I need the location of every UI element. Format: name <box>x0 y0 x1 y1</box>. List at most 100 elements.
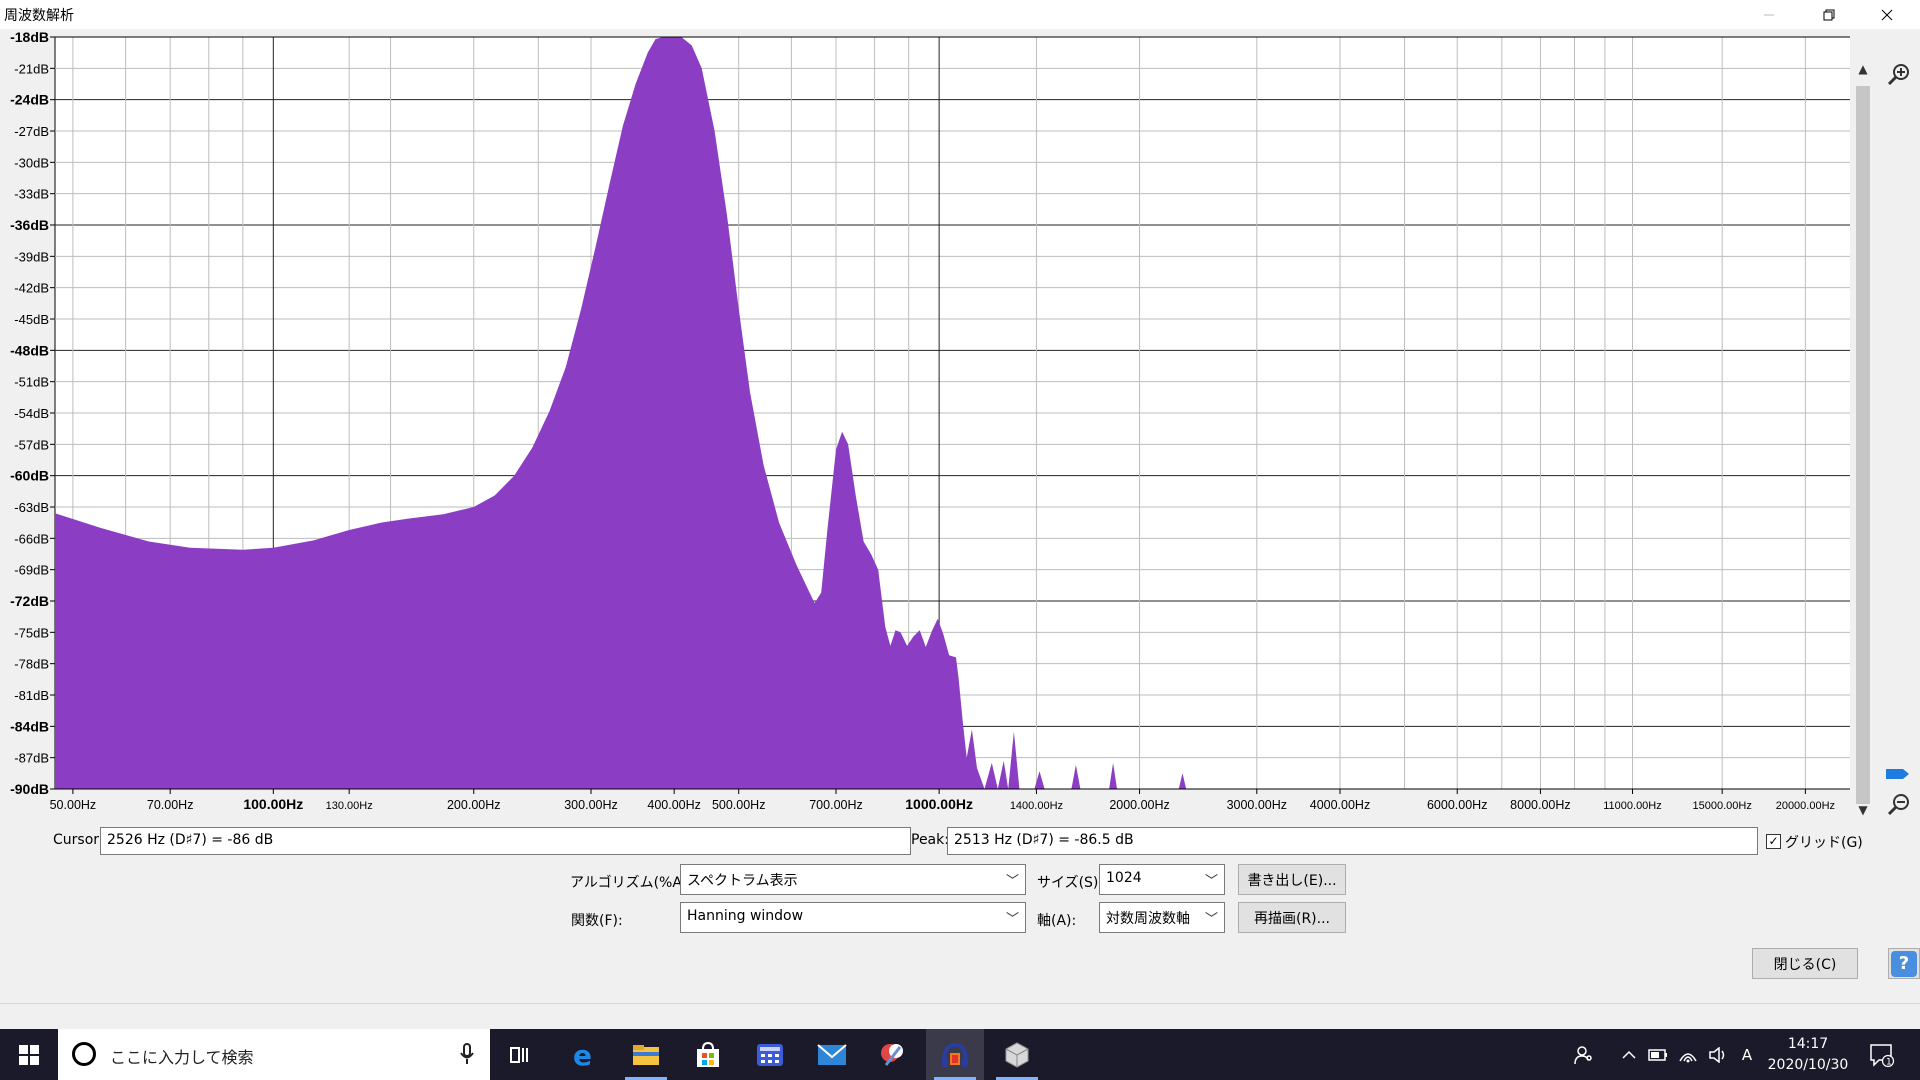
y-tick-label: -66dB <box>14 531 49 546</box>
x-tick-label: 20000.00Hz <box>1776 800 1835 812</box>
edge-icon[interactable]: e <box>555 1029 613 1080</box>
people-icon[interactable] <box>1570 1029 1598 1080</box>
audacity-icon[interactable] <box>926 1029 984 1080</box>
replot-button[interactable]: 再描画(R)... <box>1238 902 1346 933</box>
mail-icon[interactable] <box>803 1029 861 1080</box>
algorithm-select[interactable]: スペクトラム表示 ﹀ <box>680 864 1026 895</box>
y-tick-label: -27dB <box>14 124 49 139</box>
help-button[interactable]: ? <box>1888 948 1920 979</box>
x-tick-label: 50.00Hz <box>50 798 97 812</box>
volume-icon[interactable] <box>1705 1029 1731 1080</box>
notification-count: 1 <box>1886 1057 1892 1067</box>
help-icon: ? <box>1891 950 1917 977</box>
spectrum-plot[interactable]: -18dB -21dB -24dB -27dB -30dB -33dB -36dB -39dB… <box>0 29 1850 819</box>
y-tick-label: -21dB <box>14 61 49 76</box>
scrollbar-thumb[interactable] <box>1856 86 1870 804</box>
chevron-down-icon: ﹀ <box>1005 874 1019 889</box>
zoom-in-icon[interactable] <box>1886 62 1912 88</box>
chevron-down-icon: ﹀ <box>1204 912 1218 927</box>
x-tick-label: 6000.00Hz <box>1427 798 1487 812</box>
y-tick-label: -33dB <box>14 187 49 202</box>
y-tick-label: -54dB <box>14 406 49 421</box>
search-placeholder: ここに入力して検索 <box>110 1048 254 1067</box>
spectrum-area <box>55 37 1850 789</box>
export-button[interactable]: 書き出し(E)... <box>1238 864 1346 895</box>
y-tick-label: -69dB <box>14 563 49 578</box>
y-tick-label: -81dB <box>14 688 49 703</box>
notification-center-icon[interactable]: 1 <box>1862 1029 1902 1080</box>
size-select[interactable]: 1024 ﹀ <box>1099 864 1225 895</box>
x-tick-label: 700.00Hz <box>809 798 863 812</box>
zoom-out-icon[interactable] <box>1886 792 1912 818</box>
grid-checkbox-label[interactable]: グリッド(G) <box>1785 835 1863 851</box>
task-view-icon[interactable] <box>490 1029 548 1080</box>
function-label: 関数(F): <box>571 913 623 929</box>
y-tick-label: -87dB <box>14 751 49 766</box>
close-icon <box>1881 9 1893 20</box>
tray-expand-icon[interactable] <box>1618 1029 1640 1080</box>
minimize-icon <box>1764 14 1774 15</box>
chevron-down-icon: ﹀ <box>1204 874 1218 889</box>
y-tick-label: -48dB <box>10 342 49 358</box>
y-tick-label: -75dB <box>14 625 49 640</box>
file-explorer-icon[interactable] <box>617 1029 675 1080</box>
y-tick-label: -36dB <box>10 217 49 233</box>
x-tick-label: 400.00Hz <box>647 798 701 812</box>
algorithm-value: スペクトラム表示 <box>687 873 798 889</box>
calculator-icon[interactable] <box>741 1029 799 1080</box>
x-tick-label: 300.00Hz <box>564 798 618 812</box>
y-tick-label: -24dB <box>10 92 49 108</box>
function-select[interactable]: Hanning window ﹀ <box>680 902 1026 933</box>
y-tick-label: -60dB <box>10 468 49 484</box>
battery-icon[interactable] <box>1645 1029 1671 1080</box>
x-tick-label: 8000.00Hz <box>1510 798 1570 812</box>
clock-time: 14:17 <box>1787 1036 1829 1052</box>
clock[interactable]: 14:17 2020/10/30 <box>1760 1034 1856 1076</box>
restore-button[interactable] <box>1800 0 1858 29</box>
status-bar <box>0 1003 1920 1029</box>
x-tick-label: 4000.00Hz <box>1310 798 1370 812</box>
cursor-readout[interactable]: 2526 Hz (D♯7) = -86 dB <box>100 827 911 855</box>
y-tick-label: -39dB <box>14 249 49 264</box>
store-icon[interactable] <box>679 1029 737 1080</box>
zoom-slider-handle[interactable] <box>1886 767 1910 781</box>
x-axis-labels: 50.00Hz 70.00Hz 100.00Hz 130.00Hz 200.00Hz 30… <box>50 796 1835 812</box>
snipping-tool-icon[interactable] <box>864 1029 922 1080</box>
y-tick-label: -63dB <box>14 500 49 515</box>
y-tick-label: -78dB <box>14 657 49 672</box>
y-axis-labels: -18dB -21dB -24dB -27dB -30dB -33dB -36dB -39dB… <box>10 29 49 797</box>
minimize-button[interactable] <box>1740 0 1798 29</box>
vertical-scrollbar[interactable]: ▲ ▼ <box>1854 62 1872 817</box>
x-tick-label: 2000.00Hz <box>1109 798 1169 812</box>
x-tick-label: 100.00Hz <box>243 796 303 812</box>
grid-checkbox[interactable]: ✓ <box>1766 834 1781 849</box>
peak-readout[interactable]: 2513 Hz (D♯7) = -86.5 dB <box>947 827 1758 855</box>
restore-icon <box>1823 9 1835 20</box>
close-button[interactable]: 閉じる(C) <box>1752 948 1858 979</box>
microphone-icon[interactable] <box>460 1042 474 1066</box>
spectrum-panel: -18dB -21dB -24dB -27dB -30dB -33dB -36dB -39dB… <box>0 29 1920 819</box>
3d-viewer-icon[interactable] <box>988 1029 1046 1080</box>
start-button[interactable] <box>0 1029 58 1080</box>
taskbar-search-box[interactable]: ここに入力して検索 <box>58 1029 490 1080</box>
wifi-icon[interactable] <box>1675 1029 1701 1080</box>
zoom-controls <box>1880 62 1920 822</box>
ime-indicator[interactable]: A <box>1741 1045 1753 1064</box>
x-tick-label: 3000.00Hz <box>1227 798 1287 812</box>
y-tick-label: -57dB <box>14 437 49 452</box>
y-tick-label: -90dB <box>10 781 49 797</box>
axis-label: 軸(A): <box>1037 913 1077 929</box>
scroll-up-icon[interactable]: ▲ <box>1858 62 1868 76</box>
y-tick-label: -72dB <box>10 593 49 609</box>
axis-select[interactable]: 対数周波数軸 ﹀ <box>1099 902 1225 933</box>
cortana-icon <box>72 1042 96 1066</box>
x-tick-label: 15000.00Hz <box>1693 800 1752 812</box>
algorithm-label: アルゴリズム(%A): <box>570 875 693 891</box>
title-bar: 周波数解析 <box>0 0 1920 29</box>
cursor-label: Cursor: <box>53 832 104 848</box>
window-title: 周波数解析 <box>4 8 74 24</box>
function-value: Hanning window <box>687 908 804 924</box>
close-window-button[interactable] <box>1858 0 1916 29</box>
x-tick-label: 1000.00Hz <box>905 796 973 812</box>
scroll-down-icon[interactable]: ▼ <box>1858 803 1868 817</box>
